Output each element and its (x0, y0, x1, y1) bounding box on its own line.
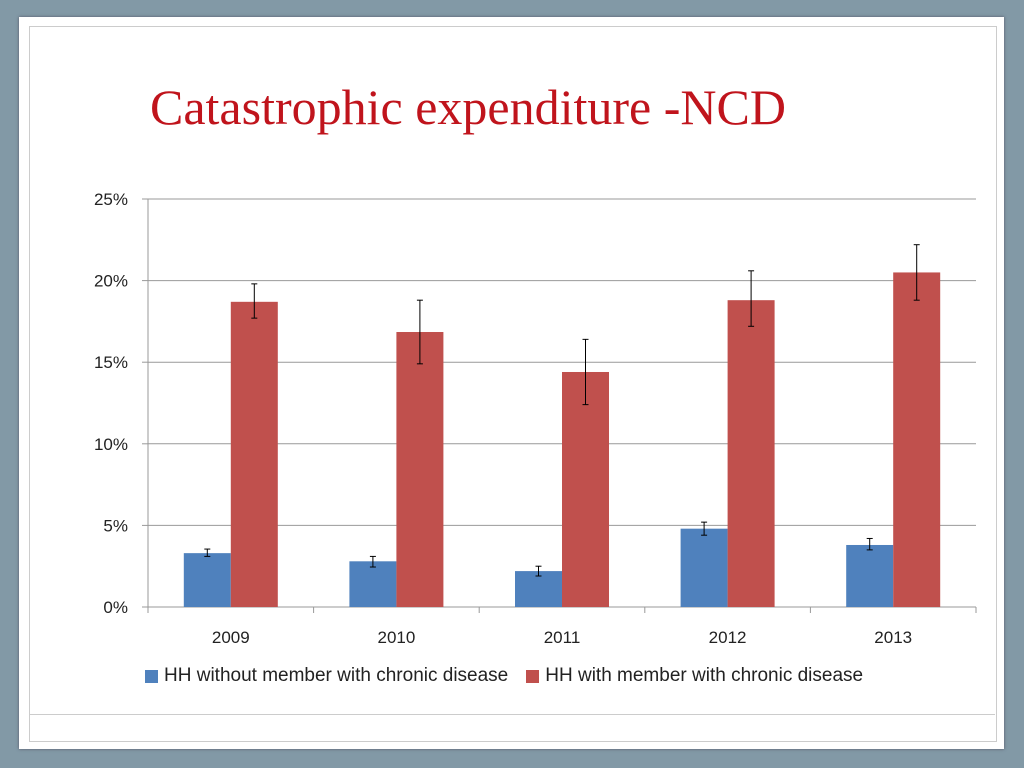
bar (680, 528, 728, 607)
y-tick-label: 15% (94, 353, 128, 372)
x-tick-label: 2009 (212, 628, 250, 647)
bar (183, 553, 231, 607)
y-tick-label: 20% (94, 272, 128, 291)
legend-label: HH without member with chronic disease (164, 665, 509, 686)
bar (727, 300, 775, 607)
bar (349, 561, 397, 607)
slide-title: Catastrophic expenditure -NCD (150, 79, 786, 135)
bar (893, 272, 941, 607)
x-tick-label: 2010 (377, 628, 415, 647)
legend-item-with: HH with member with chronic disease (526, 665, 863, 687)
bar (230, 301, 278, 607)
y-tick-label: 10% (94, 435, 128, 454)
slide-border (29, 26, 997, 742)
x-tick-label: 2012 (709, 628, 747, 647)
footer-divider (29, 714, 995, 715)
legend-label: HH with member with chronic disease (545, 665, 864, 686)
slide (19, 17, 1004, 749)
y-tick-label: 0% (103, 598, 128, 617)
x-tick-label: 2013 (874, 628, 912, 647)
x-tick-label: 2011 (544, 628, 581, 647)
legend-item-without: HH without member with chronic disease (145, 665, 508, 687)
y-tick-label: 25% (94, 190, 128, 209)
legend-swatch (145, 669, 158, 683)
bar (515, 571, 562, 607)
bar (562, 371, 609, 607)
bar (846, 544, 894, 607)
legend-swatch (526, 669, 540, 683)
y-tick-label: 5% (103, 516, 128, 535)
bar (396, 332, 444, 607)
legend: HH without member with chronic disease H… (145, 665, 863, 687)
